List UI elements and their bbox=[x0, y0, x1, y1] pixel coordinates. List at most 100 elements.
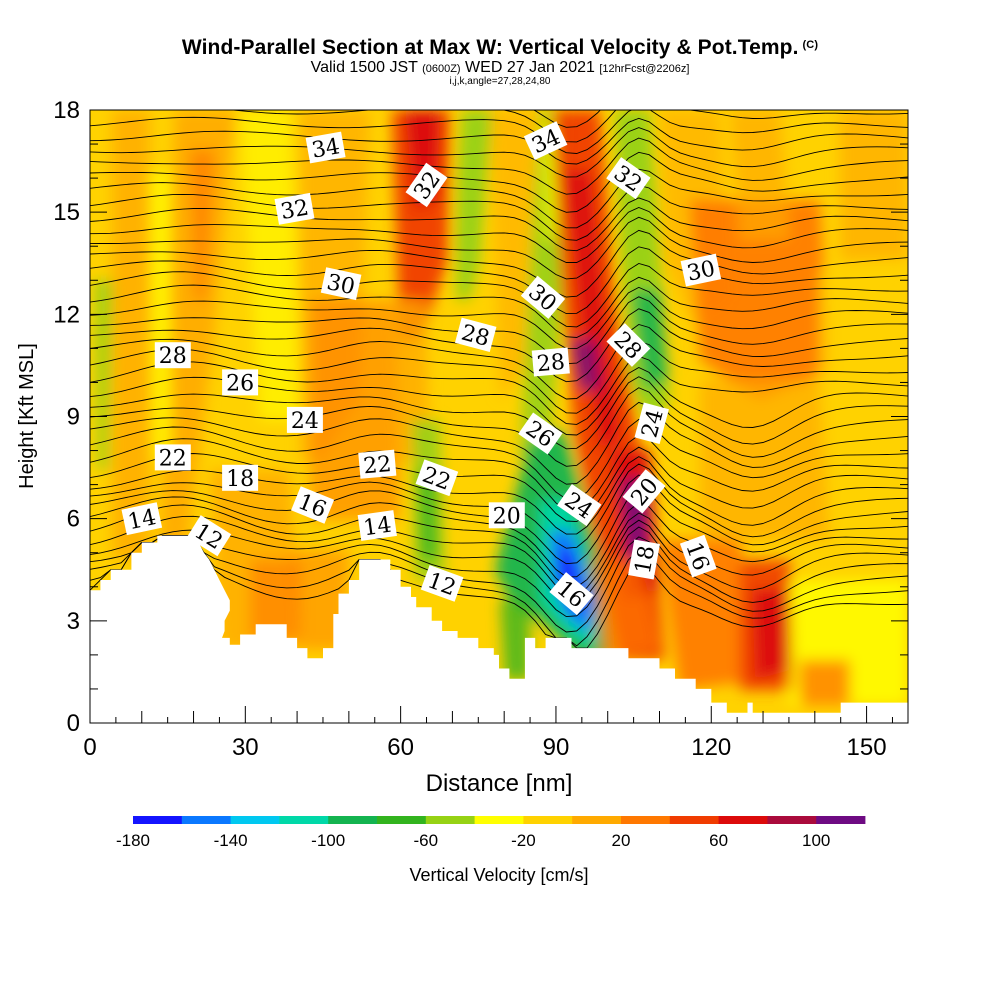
x-axis-ticks: 0 30 60 90 120 150 bbox=[83, 706, 893, 761]
updraft-lower-right bbox=[660, 540, 760, 690]
theta-contour-line bbox=[90, 197, 908, 252]
downdraft-band-70nm bbox=[456, 110, 492, 300]
theta-contour-line bbox=[90, 263, 908, 328]
theta-contour-line bbox=[90, 535, 908, 633]
contour-label: 26 bbox=[222, 369, 259, 396]
contour-label-text: 32 bbox=[279, 196, 311, 225]
colorbar-swatch bbox=[425, 816, 475, 824]
terrain-mask bbox=[90, 535, 909, 724]
theta-contour-line bbox=[90, 28, 918, 67]
contour-label-box bbox=[154, 342, 191, 369]
contour-label-box bbox=[488, 502, 525, 529]
contour-label-text: 26 bbox=[226, 371, 254, 396]
contour-label: 16 bbox=[291, 486, 335, 524]
downdraft-streak-1 bbox=[95, 280, 112, 470]
contour-label-box bbox=[405, 162, 448, 208]
contour-label-text: 34 bbox=[310, 134, 342, 163]
updraft-far-right bbox=[840, 110, 908, 260]
theta-contour-line bbox=[90, 341, 908, 414]
theta-contour-line bbox=[90, 151, 908, 213]
contour-label: 28 bbox=[531, 347, 570, 377]
theta-contour-line bbox=[90, 276, 908, 338]
colorbar-tick-label: -60 bbox=[414, 831, 439, 850]
forecast-info: [12hrFcst@2206z] bbox=[599, 63, 690, 75]
valid-utc: (0600Z) bbox=[422, 63, 461, 75]
contour-label-box bbox=[454, 317, 497, 353]
updraft-core-left-low bbox=[250, 560, 300, 640]
colorbar-tick-label: -100 bbox=[311, 831, 345, 850]
colorbar-swatch bbox=[279, 816, 329, 824]
contour-label: 14 bbox=[121, 502, 163, 536]
theta-contour-line bbox=[90, 535, 908, 649]
theta-contour-line bbox=[90, 286, 908, 350]
theta-contour-line bbox=[90, 216, 908, 280]
contour-label-box bbox=[628, 539, 660, 580]
contour-label-text: 22 bbox=[362, 452, 392, 479]
updraft-main-core bbox=[565, 170, 620, 450]
contour-label-box bbox=[556, 484, 602, 526]
contour-label-box bbox=[291, 486, 335, 524]
contour-label-text: 30 bbox=[324, 270, 357, 300]
contour-label-box bbox=[222, 464, 259, 491]
x-tick-label: 30 bbox=[232, 734, 259, 761]
chart-title: Wind-Parallel Section at Max W: Vertical… bbox=[181, 36, 819, 59]
contour-label-box bbox=[622, 469, 666, 514]
contour-label: 20 bbox=[488, 502, 525, 529]
contour-label-box bbox=[121, 502, 163, 536]
updraft-right-region bbox=[690, 200, 830, 400]
contour-label-box bbox=[606, 323, 651, 367]
contour-label: 14 bbox=[357, 510, 397, 541]
theta-contour-line bbox=[90, 0, 918, 42]
theta-contour-line bbox=[90, 502, 908, 588]
contour-label: 12 bbox=[420, 565, 464, 602]
theta-contour-line bbox=[90, 184, 908, 241]
contour-label-box bbox=[358, 449, 397, 479]
colorbar: -180 -140 -100 -60 -20 20 60 100 bbox=[116, 816, 866, 850]
contour-label-text: 18 bbox=[226, 467, 254, 492]
theta-contour-line bbox=[90, 168, 908, 229]
colorbar-tick-label: 60 bbox=[709, 831, 728, 850]
colorbar-swatch bbox=[328, 816, 378, 824]
x-axis-label: Distance [nm] bbox=[426, 770, 573, 797]
contour-label: 32 bbox=[274, 192, 315, 225]
contour-label-text: 24 bbox=[291, 409, 319, 434]
theta-contour-line bbox=[90, 117, 908, 165]
neutral-right bbox=[820, 270, 908, 560]
y-tick-label: 0 bbox=[67, 710, 80, 737]
theta-contour-line bbox=[90, 535, 908, 647]
y-tick-label: 6 bbox=[67, 506, 80, 533]
updraft-column-mid-2 bbox=[310, 300, 400, 520]
contour-label: 22 bbox=[154, 444, 191, 471]
theta-contour-line bbox=[566, 110, 567, 111]
y-tick-label: 9 bbox=[67, 404, 80, 431]
contour-label-box bbox=[549, 572, 594, 616]
theta-contour-line bbox=[90, 127, 908, 178]
theta-contour-line bbox=[90, 355, 908, 425]
valid-date: WED 27 Jan 2021 bbox=[465, 59, 595, 76]
contour-label-box bbox=[518, 412, 563, 455]
contour-label-text: 28 bbox=[159, 344, 187, 369]
theta-contour-line bbox=[90, 446, 908, 523]
contour-label-box bbox=[420, 565, 464, 602]
x-tick-label: 120 bbox=[691, 734, 731, 761]
updraft-right-mid bbox=[700, 380, 830, 540]
colorbar-tick-label: 20 bbox=[612, 831, 631, 850]
theta-contour-line bbox=[90, 207, 908, 263]
contour-label-box bbox=[305, 131, 346, 164]
contour-label: 18 bbox=[222, 464, 259, 492]
copyright-mark: (C) bbox=[802, 39, 819, 51]
theta-contour-line bbox=[90, 229, 908, 298]
contour-label-text: 20 bbox=[493, 504, 521, 529]
theta-contour-line bbox=[90, 137, 908, 195]
contour-label-box bbox=[680, 253, 722, 287]
contour-label: 22 bbox=[358, 449, 397, 479]
x-tick-label: 60 bbox=[387, 734, 414, 761]
contour-label-text: 18 bbox=[631, 544, 660, 576]
colorbar-tick-label: 100 bbox=[802, 831, 830, 850]
x-tick-label: 0 bbox=[83, 734, 96, 761]
updraft-main-peak bbox=[570, 340, 600, 390]
contour-label: 24 bbox=[286, 406, 323, 434]
downdraft-lower-green bbox=[500, 600, 530, 680]
updraft-band-left bbox=[112, 110, 150, 560]
